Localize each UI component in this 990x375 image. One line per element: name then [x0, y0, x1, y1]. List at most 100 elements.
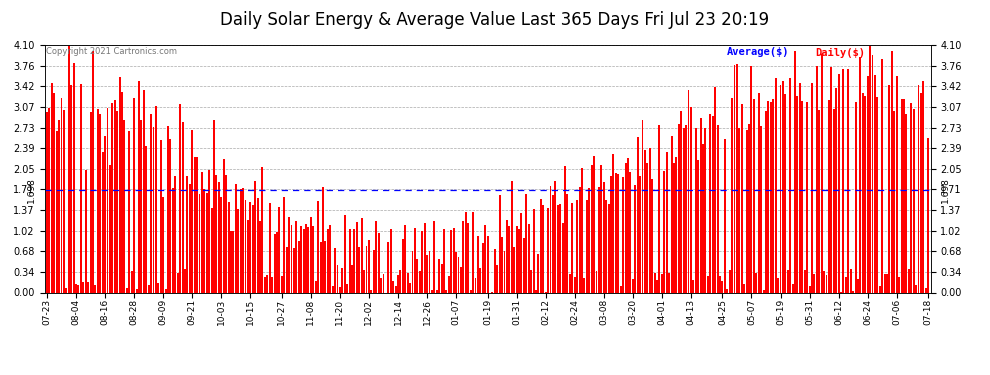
- Bar: [395, 286, 397, 292]
- Bar: [230, 231, 232, 292]
- Bar: [126, 288, 128, 292]
- Bar: [920, 93, 922, 292]
- Bar: [121, 92, 123, 292]
- Bar: [317, 201, 319, 292]
- Bar: [397, 274, 399, 292]
- Bar: [499, 195, 501, 292]
- Bar: [903, 99, 905, 292]
- Bar: [150, 114, 152, 292]
- Bar: [670, 135, 672, 292]
- Bar: [543, 205, 545, 292]
- Bar: [312, 226, 314, 292]
- Bar: [915, 285, 917, 292]
- Bar: [80, 84, 82, 292]
- Bar: [646, 164, 648, 292]
- Bar: [82, 282, 84, 292]
- Bar: [600, 165, 602, 292]
- Bar: [910, 104, 912, 292]
- Bar: [685, 125, 687, 292]
- Bar: [741, 104, 742, 292]
- Text: Daily Solar Energy & Average Value Last 365 Days Fri Jul 23 20:19: Daily Solar Energy & Average Value Last …: [221, 11, 769, 29]
- Bar: [794, 51, 796, 292]
- Bar: [387, 242, 389, 292]
- Bar: [186, 176, 188, 292]
- Bar: [288, 217, 290, 292]
- Bar: [332, 286, 334, 292]
- Bar: [325, 241, 327, 292]
- Bar: [821, 54, 823, 292]
- Bar: [447, 276, 449, 292]
- Bar: [700, 118, 702, 292]
- Bar: [644, 150, 645, 292]
- Bar: [174, 176, 176, 292]
- Bar: [576, 200, 578, 292]
- Bar: [801, 101, 803, 292]
- Bar: [455, 252, 457, 292]
- Bar: [375, 220, 377, 292]
- Bar: [833, 109, 835, 292]
- Bar: [709, 114, 711, 292]
- Bar: [169, 139, 171, 292]
- Bar: [211, 208, 213, 292]
- Bar: [765, 111, 767, 292]
- Bar: [484, 225, 486, 292]
- Bar: [111, 103, 113, 292]
- Bar: [569, 274, 571, 292]
- Bar: [566, 194, 568, 292]
- Bar: [847, 69, 849, 292]
- Bar: [181, 122, 183, 292]
- Bar: [402, 239, 404, 292]
- Bar: [94, 285, 96, 292]
- Bar: [426, 255, 428, 292]
- Bar: [49, 108, 50, 292]
- Bar: [719, 276, 721, 292]
- Bar: [705, 128, 707, 292]
- Bar: [874, 75, 876, 292]
- Bar: [225, 175, 227, 292]
- Bar: [531, 270, 532, 292]
- Bar: [308, 226, 310, 292]
- Bar: [206, 192, 208, 292]
- Bar: [866, 76, 868, 292]
- Bar: [439, 260, 441, 292]
- Bar: [194, 157, 196, 292]
- Bar: [264, 277, 266, 292]
- Bar: [474, 278, 476, 292]
- Bar: [734, 64, 736, 292]
- Bar: [491, 291, 493, 292]
- Bar: [881, 59, 883, 292]
- Bar: [407, 273, 409, 292]
- Bar: [739, 129, 741, 292]
- Bar: [450, 230, 452, 292]
- Bar: [429, 251, 431, 292]
- Bar: [155, 106, 156, 292]
- Bar: [482, 243, 484, 292]
- Bar: [479, 268, 481, 292]
- Bar: [876, 97, 878, 292]
- Bar: [625, 163, 627, 292]
- Bar: [504, 251, 506, 292]
- Bar: [136, 289, 138, 292]
- Bar: [784, 94, 786, 292]
- Bar: [535, 290, 537, 292]
- Bar: [196, 158, 198, 292]
- Bar: [131, 271, 133, 292]
- Bar: [879, 286, 881, 292]
- Bar: [431, 290, 433, 292]
- Bar: [351, 265, 353, 292]
- Bar: [521, 213, 523, 292]
- Bar: [460, 267, 462, 292]
- Bar: [658, 125, 660, 292]
- Bar: [146, 146, 148, 292]
- Bar: [581, 168, 583, 292]
- Bar: [605, 200, 607, 292]
- Bar: [295, 220, 297, 292]
- Bar: [799, 83, 801, 292]
- Bar: [831, 67, 833, 292]
- Bar: [722, 281, 724, 292]
- Bar: [97, 109, 99, 292]
- Bar: [134, 98, 135, 292]
- Bar: [233, 231, 235, 292]
- Bar: [583, 278, 585, 292]
- Bar: [469, 290, 471, 292]
